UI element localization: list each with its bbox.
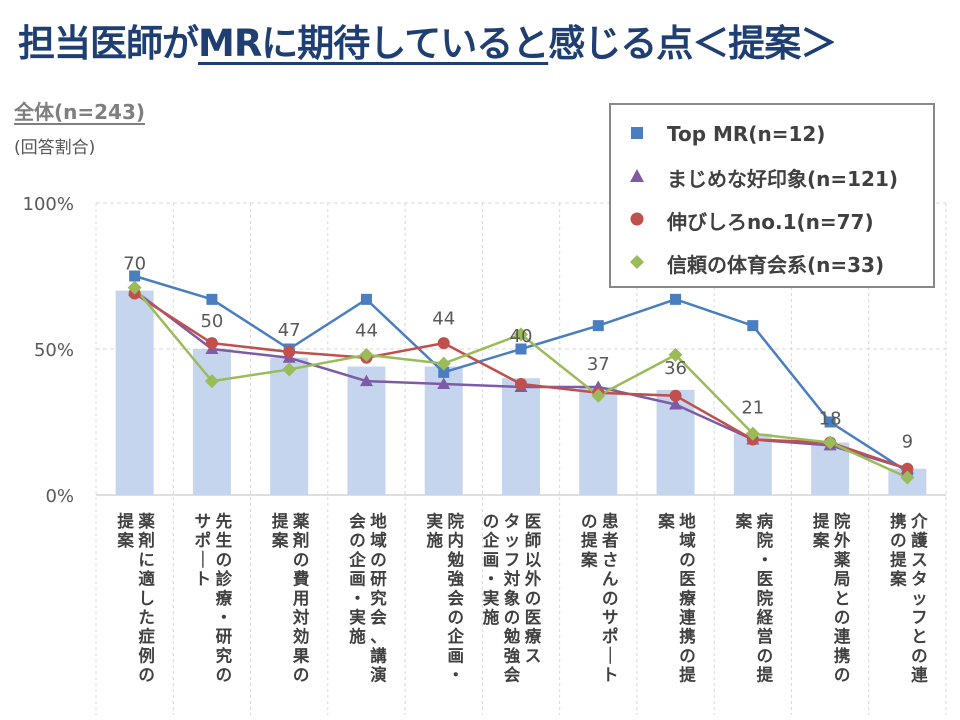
diamond-marker bbox=[436, 356, 451, 371]
category-label: 病院・医院経営の提 bbox=[757, 511, 774, 685]
circle-marker bbox=[515, 378, 527, 391]
category-label: 薬剤の費用対効果の bbox=[292, 512, 310, 685]
category-label: の提案 bbox=[580, 512, 598, 569]
chart-legend: Top MR(n=12) まじめな好印象(n=121) 伸びしろno.1(n=7… bbox=[609, 103, 935, 288]
square-marker bbox=[438, 366, 450, 378]
circle-marker bbox=[437, 337, 450, 350]
bar bbox=[811, 442, 850, 495]
category-label: 患者さんのサポ｜ト bbox=[601, 512, 619, 685]
legend-label: 伸びしろno.1(n=77) bbox=[667, 209, 874, 234]
category-label: 院内勉強会の企画・ bbox=[446, 511, 464, 685]
bar bbox=[270, 357, 309, 495]
category-label: 地域の医療連携の提 bbox=[679, 511, 696, 685]
data-label: 40 bbox=[510, 326, 533, 347]
circle-marker bbox=[283, 345, 296, 358]
category-label: サポ｜ト bbox=[195, 512, 212, 589]
y-tick-label: 50% bbox=[34, 340, 74, 361]
diamond-marker bbox=[204, 374, 219, 389]
data-label: 37 bbox=[587, 354, 610, 375]
category-label: 地域の研究会、講演 bbox=[370, 511, 387, 685]
data-label: 9 bbox=[902, 432, 913, 453]
title-part-1: 担当医師が bbox=[18, 22, 199, 65]
category-label: タッフ対象の勉強会 bbox=[503, 512, 521, 685]
diamond-marker bbox=[282, 362, 297, 377]
triangle-marker bbox=[359, 374, 373, 387]
data-label: 21 bbox=[741, 398, 764, 419]
circle-marker-icon bbox=[630, 212, 644, 226]
data-label: 47 bbox=[278, 320, 301, 341]
category-label: 提案 bbox=[116, 512, 134, 550]
triangle-marker-icon bbox=[630, 169, 644, 182]
diamond-marker bbox=[127, 280, 142, 295]
diamond-marker bbox=[745, 426, 760, 441]
square-marker bbox=[360, 293, 372, 305]
square-marker-icon bbox=[631, 127, 643, 139]
category-label: 医師以外の医療ス bbox=[525, 512, 542, 665]
category-label: 実施 bbox=[426, 511, 443, 550]
legend-item-nobishiro: 伸びしろno.1(n=77) bbox=[611, 202, 933, 238]
bar bbox=[192, 349, 231, 495]
y-tick-label: 0% bbox=[45, 486, 74, 507]
legend-label: Top MR(n=12) bbox=[667, 122, 826, 146]
data-label: 70 bbox=[123, 254, 146, 275]
chart-subtitle: 全体(n=243) bbox=[14, 100, 146, 124]
legend-item-top-mr: Top MR(n=12) bbox=[611, 116, 933, 152]
legend-item-majime: まじめな好印象(n=121) bbox=[611, 159, 933, 195]
bar bbox=[115, 290, 154, 495]
square-marker bbox=[515, 343, 527, 355]
diamond-marker bbox=[359, 347, 374, 362]
category-label: 薬剤に適した症例の bbox=[137, 512, 155, 685]
triangle-marker bbox=[437, 377, 451, 390]
category-label: 提案 bbox=[271, 512, 289, 550]
diamond-marker bbox=[668, 347, 683, 362]
data-label: 44 bbox=[432, 309, 455, 330]
y-tick-label: 100% bbox=[23, 194, 74, 215]
category-label: 案 bbox=[735, 511, 753, 531]
bar bbox=[347, 366, 386, 495]
category-label: 会の企画・実施 bbox=[348, 511, 366, 646]
diamond-marker bbox=[900, 470, 915, 485]
square-marker bbox=[592, 320, 604, 332]
chart-note: (回答割合) bbox=[14, 138, 96, 158]
category-label: の企画・実施 bbox=[482, 512, 500, 627]
legend-item-shinrai: 信頼の体育会系(n=33) bbox=[611, 245, 933, 281]
category-label: 介護スタッフとの連 bbox=[910, 512, 928, 685]
title-part-3: 感じる点＜提案＞ bbox=[548, 22, 837, 65]
triangle-marker bbox=[669, 397, 683, 410]
diamond-marker bbox=[591, 388, 606, 403]
square-marker bbox=[670, 293, 682, 305]
square-marker bbox=[129, 270, 141, 282]
square-marker bbox=[206, 293, 218, 305]
category-label: 提案 bbox=[812, 512, 830, 550]
legend-label: まじめな好印象(n=121) bbox=[667, 166, 899, 191]
circle-marker bbox=[205, 337, 218, 350]
legend-label: 信頼の体育会系(n=33) bbox=[667, 252, 885, 277]
diamond-marker bbox=[823, 435, 838, 450]
category-label: 院外薬局との連携の bbox=[834, 511, 851, 685]
data-label: 50 bbox=[200, 311, 223, 332]
circle-marker bbox=[669, 389, 682, 402]
data-label: 36 bbox=[664, 358, 687, 379]
diamond-marker-icon bbox=[630, 255, 644, 269]
page-title: 担当医師がMRに期待していると感じる点＜提案＞ bbox=[18, 16, 948, 72]
square-marker bbox=[747, 320, 759, 332]
diamond-marker bbox=[514, 327, 528, 342]
category-label: 先生の診療・研究の bbox=[216, 511, 233, 685]
category-label: 携の提案 bbox=[889, 511, 907, 589]
data-label: 18 bbox=[819, 408, 842, 429]
bar bbox=[579, 386, 618, 495]
circle-marker bbox=[901, 462, 914, 475]
data-label: 44 bbox=[355, 321, 378, 342]
category-label: 案 bbox=[657, 511, 675, 531]
title-part-2: MRに期待していると bbox=[198, 22, 549, 65]
bar bbox=[502, 378, 540, 495]
square-marker bbox=[824, 416, 836, 428]
